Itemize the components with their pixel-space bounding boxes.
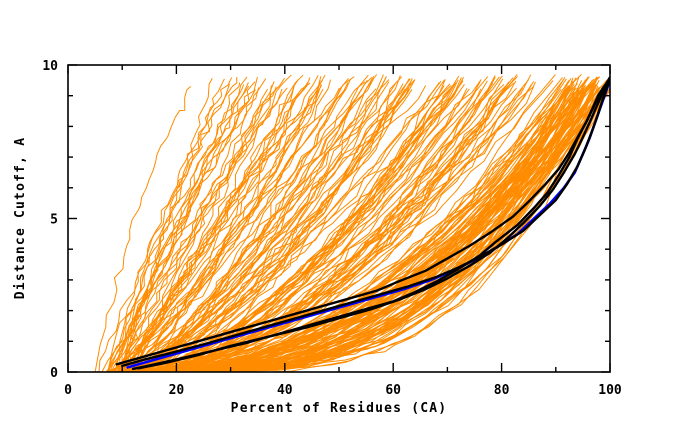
highlight-curve	[115, 76, 610, 366]
model-curve	[107, 77, 285, 372]
model-curve	[153, 82, 457, 372]
highlight-curve	[137, 79, 610, 370]
model-curve	[143, 76, 518, 372]
x-tick-label: 80	[494, 383, 510, 398]
y-tick-label: 0	[50, 366, 58, 381]
model-curve	[182, 86, 570, 372]
model-curve	[122, 82, 241, 372]
model-curve	[136, 88, 468, 372]
y-axis-tick-labels: 0 5 10	[42, 59, 58, 381]
x-tick-label: 40	[277, 383, 293, 398]
model-curve	[114, 83, 231, 372]
model-curve	[132, 84, 323, 372]
model-curve	[115, 82, 349, 372]
model-curve	[115, 78, 595, 372]
y-tick-label: 5	[50, 213, 58, 228]
highlight-curve	[121, 77, 610, 368]
x-axis-label: Percent of Residues (CA)	[231, 401, 448, 416]
x-axis-tick-labels: 0 20 40 60 80 100	[64, 383, 622, 398]
model-curve	[121, 87, 260, 372]
model-curve	[122, 76, 355, 372]
model-curve	[141, 79, 416, 372]
model-curve	[133, 88, 478, 372]
model-curve	[98, 78, 225, 372]
model-curve	[125, 77, 213, 372]
model-curve	[133, 85, 272, 372]
model-curve	[121, 77, 311, 372]
model-curve	[119, 77, 233, 372]
x-tick-label: 0	[64, 383, 72, 398]
model-curve	[111, 88, 283, 372]
model-curve	[117, 78, 267, 372]
model-curve	[120, 81, 366, 372]
model-curve	[133, 80, 513, 372]
model-curve	[108, 87, 288, 372]
model-curve	[109, 76, 258, 372]
model-curve	[137, 74, 378, 372]
model-curve	[106, 86, 277, 372]
model-curve	[113, 89, 363, 372]
x-tick-label: 20	[169, 383, 185, 398]
highlight-model-curves	[115, 76, 610, 371]
model-curve	[126, 76, 238, 372]
x-tick-label: 60	[385, 383, 401, 398]
model-curve	[137, 77, 462, 372]
model-curve	[122, 89, 413, 372]
model-curve	[107, 81, 256, 372]
model-curve	[135, 83, 505, 372]
x-tick-label: 100	[598, 383, 622, 398]
y-tick-label: 10	[42, 59, 58, 74]
x-axis-ticks	[67, 65, 611, 372]
model-curve	[121, 81, 397, 372]
model-curve	[108, 75, 319, 372]
model-curve	[112, 74, 292, 372]
model-curve	[140, 86, 535, 372]
model-curve	[172, 82, 610, 372]
model-curve	[142, 77, 373, 372]
y-axis-label: Distance Cutoff, A	[13, 137, 28, 299]
y-axis-ticks	[68, 64, 610, 373]
model-curve	[116, 74, 369, 372]
model-curve	[120, 74, 384, 372]
model-curve	[147, 73, 582, 372]
model-curve	[94, 85, 192, 372]
model-curve	[126, 85, 427, 372]
model-curve	[113, 81, 309, 372]
